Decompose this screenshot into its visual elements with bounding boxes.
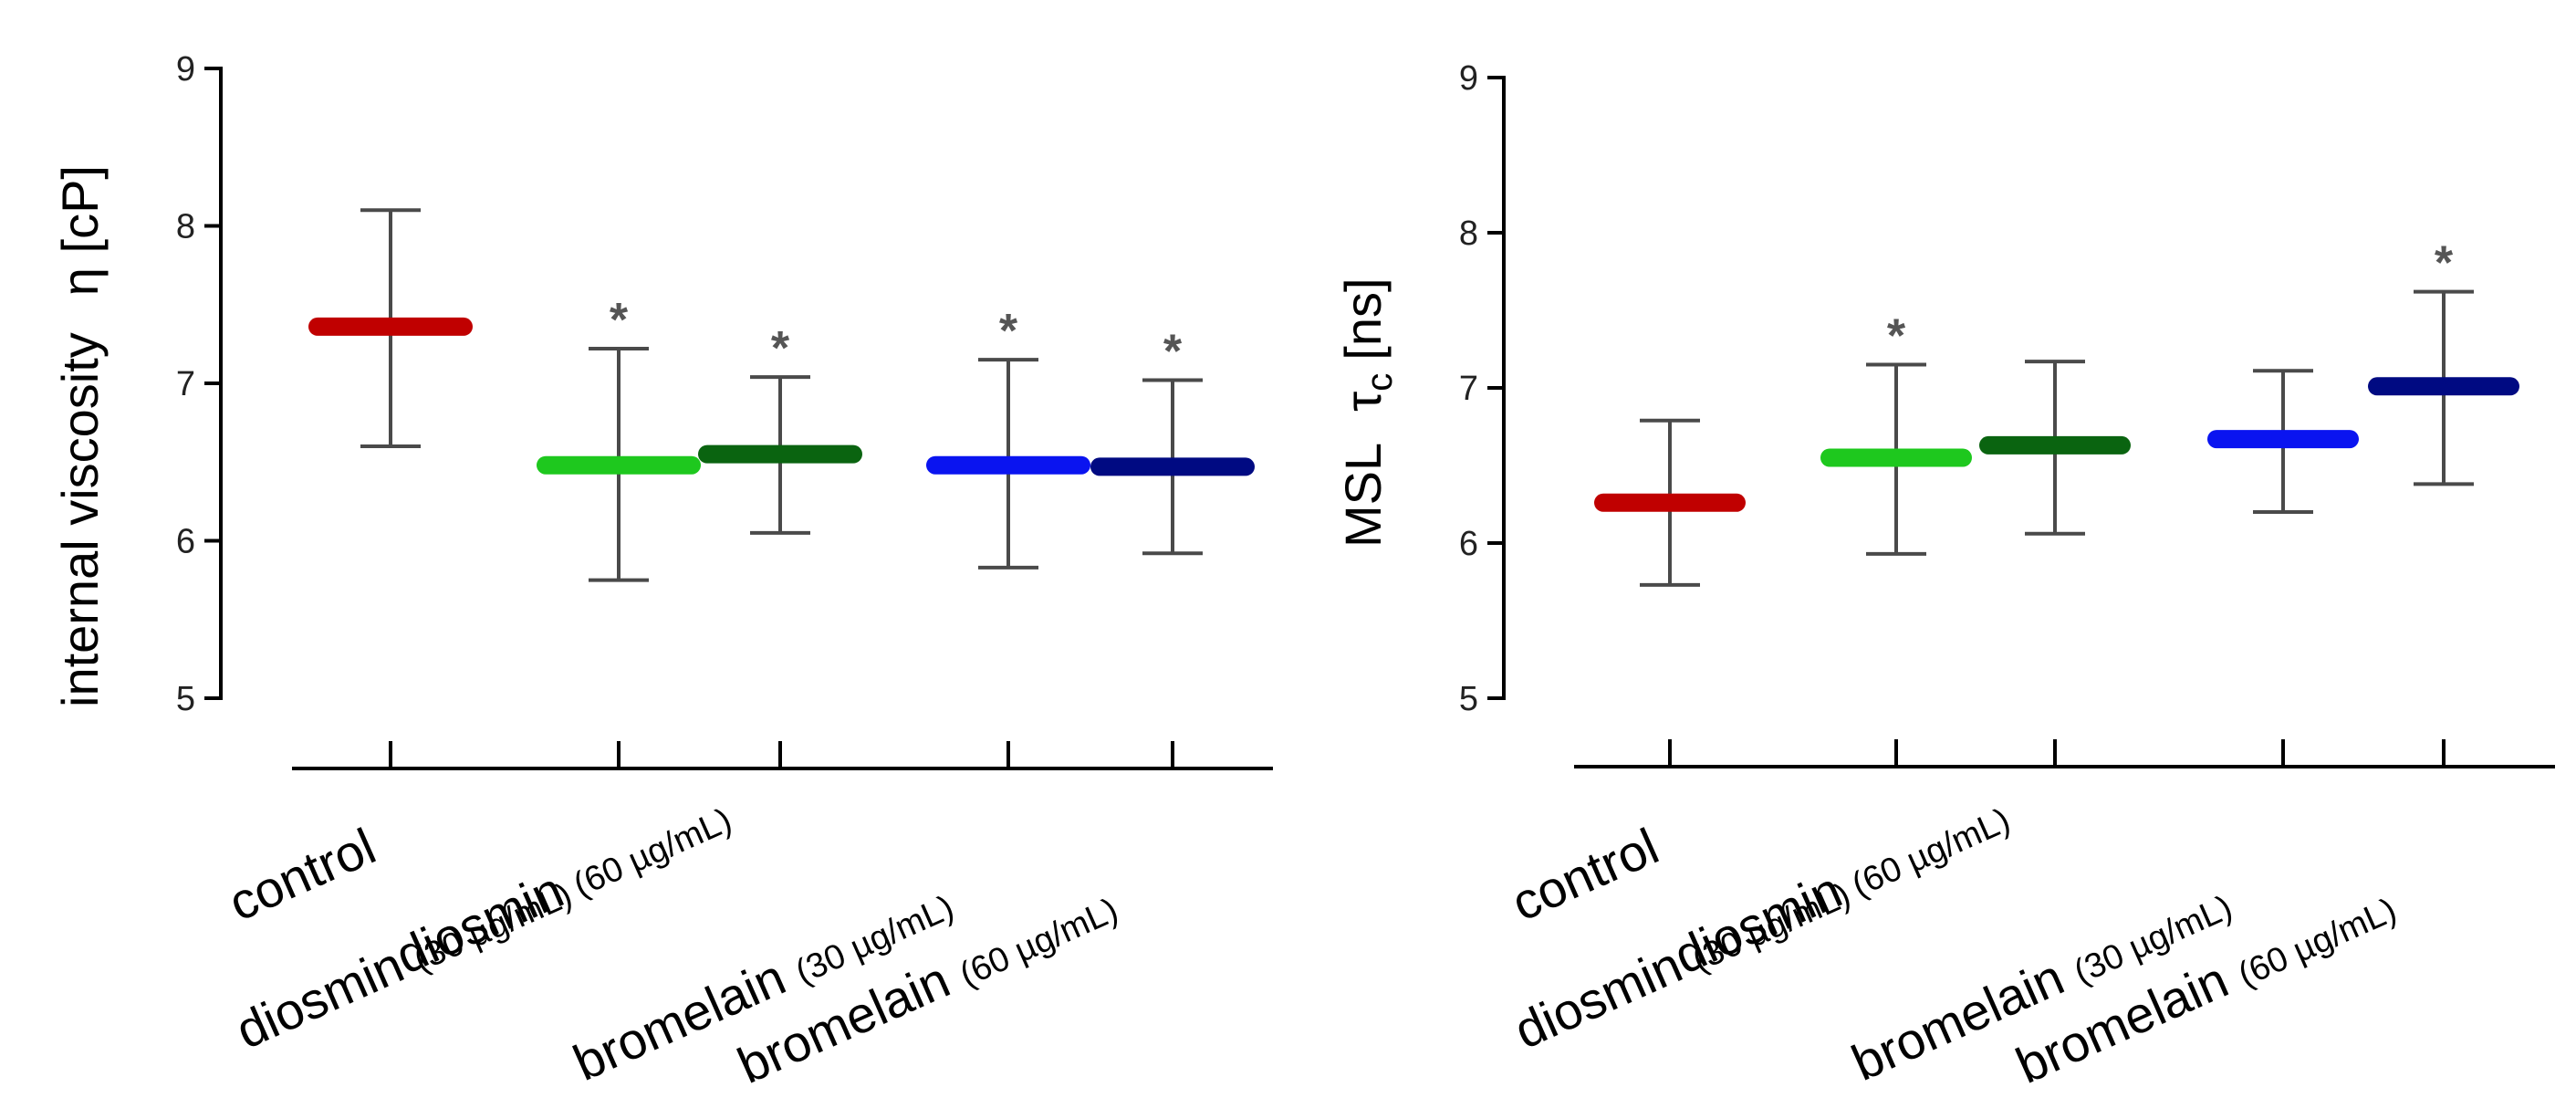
category-name: diosmin xyxy=(1665,861,1850,985)
right-y-axis-label-unit: [ns] xyxy=(1334,277,1392,360)
left-y-axis-label: internal viscosity η [cP] xyxy=(51,165,109,707)
right-y-axis-label-sub: c xyxy=(1360,373,1400,392)
left-y-axis-label-unit: η [cP] xyxy=(51,165,109,296)
left-y-axis: 5 6 7 8 9 xyxy=(176,50,223,718)
left-data-point: * xyxy=(926,305,1090,570)
category-concentration: (60 µg/mL) xyxy=(1846,801,2016,904)
category-concentration: (60 µg/mL) xyxy=(954,891,1124,994)
category-name: diosmin xyxy=(1506,936,1690,1060)
left-y-axis-label-main: internal viscosity xyxy=(51,332,109,707)
category-concentration: (60 µg/mL) xyxy=(568,801,737,904)
right-data-point xyxy=(1594,418,1746,587)
right-y-tick-label: 5 xyxy=(1459,680,1478,718)
right-category-label: control xyxy=(1503,817,1666,932)
right-y-tick-label: 7 xyxy=(1459,370,1478,408)
significance-marker: * xyxy=(610,294,629,347)
left-data-point: * xyxy=(1090,326,1255,556)
category-name: diosmin xyxy=(387,861,571,985)
significance-marker: * xyxy=(999,305,1018,358)
right-y-tick-label: 8 xyxy=(1459,214,1478,253)
right-data-point xyxy=(1979,360,2131,536)
left-x-axis xyxy=(292,741,1273,770)
left-y-tick-label: 6 xyxy=(176,523,195,561)
significance-marker: * xyxy=(1163,326,1183,379)
left-category-label: control xyxy=(220,817,383,932)
left-data-point: * xyxy=(698,322,862,535)
right-y-axis-label: MSL τc [ns] xyxy=(1334,277,1400,548)
right-data-point: * xyxy=(1820,310,1972,556)
significance-marker: * xyxy=(2435,237,2454,290)
category-name: control xyxy=(1503,817,1666,932)
right-y-axis: 5 6 7 8 9 xyxy=(1459,59,1506,718)
left-chart: internal viscosity η [cP] 5 6 7 8 9 * * * * cont… xyxy=(51,50,1273,1094)
left-y-tick-label: 9 xyxy=(176,50,195,89)
left-data-point: * xyxy=(537,294,701,582)
category-concentration: (60 µg/mL) xyxy=(2233,891,2403,994)
right-y-axis-label-tau: τ xyxy=(1334,392,1392,412)
right-y-tick-label: 9 xyxy=(1459,59,1478,98)
left-y-tick-label: 5 xyxy=(176,680,195,718)
right-y-tick-label: 6 xyxy=(1459,525,1478,563)
significance-marker: * xyxy=(1887,310,1906,363)
left-y-tick-label: 7 xyxy=(176,365,195,403)
category-name: control xyxy=(220,817,383,932)
right-data-point xyxy=(2207,369,2359,514)
left-data-point xyxy=(308,208,473,448)
significance-marker: * xyxy=(771,322,790,375)
right-x-axis xyxy=(1574,739,2555,768)
right-y-axis-label-msl: MSL xyxy=(1334,443,1392,548)
left-y-tick-label: 8 xyxy=(176,208,195,246)
right-data-point: * xyxy=(2368,237,2519,486)
category-name: diosmin xyxy=(227,936,412,1060)
left-data-marks: * * * * xyxy=(308,208,1255,582)
right-data-marks: ** xyxy=(1594,237,2519,587)
